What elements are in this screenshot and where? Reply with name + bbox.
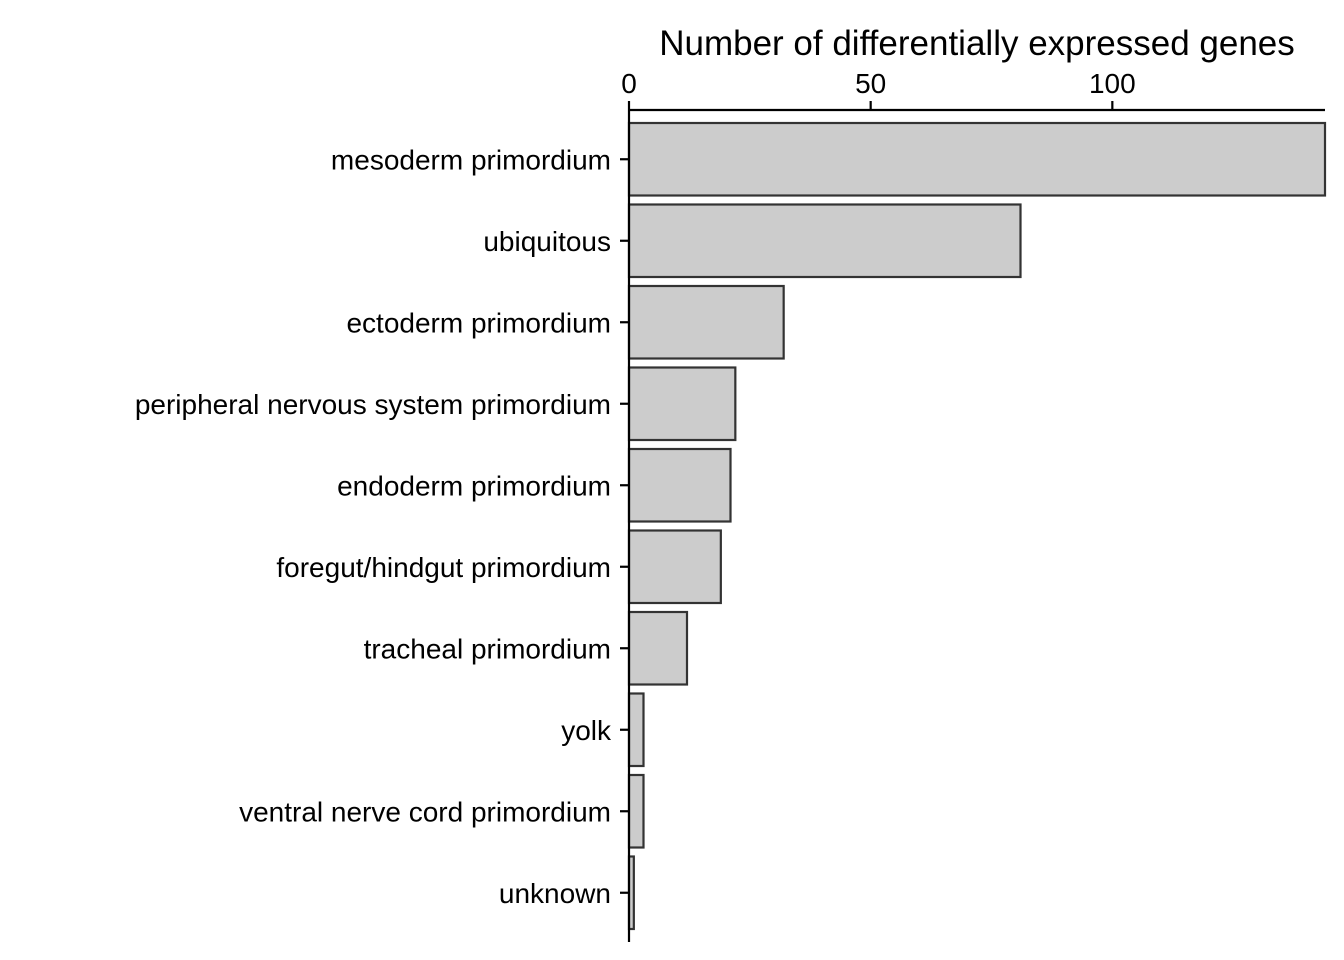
- bar: [627, 529, 722, 605]
- category-label: endoderm primordium: [337, 470, 611, 501]
- category-label: peripheral nervous system primordium: [135, 389, 611, 420]
- category-label: tracheal primordium: [364, 633, 611, 664]
- bar: [627, 610, 689, 686]
- category-label: mesoderm primordium: [331, 144, 611, 175]
- bar: [627, 284, 785, 360]
- x-tick-label: 100: [1089, 68, 1136, 99]
- category-label: foregut/hindgut primordium: [276, 552, 611, 583]
- bar: [627, 773, 645, 849]
- category-label: ubiquitous: [483, 226, 611, 257]
- category-label: yolk: [561, 715, 612, 746]
- x-axis-title: Number of differentially expressed genes: [659, 24, 1295, 63]
- x-tick-label: 0: [621, 68, 637, 99]
- bar: [627, 447, 732, 523]
- x-tick-label: 50: [855, 68, 886, 99]
- bars-group: [627, 121, 1327, 931]
- bar: [627, 203, 1022, 279]
- x-axis: 0 50 100: [621, 68, 1325, 112]
- bar: [627, 366, 737, 442]
- category-label: ventral nerve cord primordium: [239, 796, 611, 827]
- category-label: unknown: [499, 878, 611, 909]
- bar: [627, 692, 645, 768]
- y-axis: mesoderm primordium ubiquitous ectoderm pr…: [135, 110, 631, 942]
- category-label: ectoderm primordium: [346, 307, 611, 338]
- bar: [627, 121, 1327, 197]
